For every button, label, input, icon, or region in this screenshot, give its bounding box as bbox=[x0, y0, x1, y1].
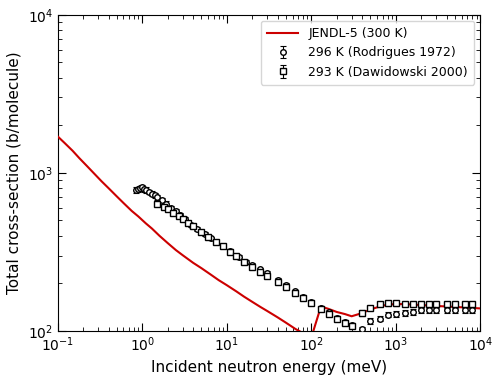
JENDL-5 (300 K) bbox=[300, 331, 306, 335]
JENDL-5 (300 K) bbox=[156, 233, 162, 238]
JENDL-5 (300 K) bbox=[54, 134, 60, 139]
JENDL-5 (300 K) bbox=[433, 304, 439, 308]
JENDL-5 (300 K) bbox=[292, 327, 298, 331]
JENDL-5 (300 K) bbox=[326, 307, 332, 311]
Line: JENDL-5 (300 K): JENDL-5 (300 K) bbox=[58, 136, 480, 338]
JENDL-5 (300 K) bbox=[308, 335, 314, 340]
Legend: JENDL-5 (300 K), 296 K (Rodrigues 1972), 293 K (Dawidowski 2000): JENDL-5 (300 K), 296 K (Rodrigues 1972),… bbox=[261, 21, 474, 85]
X-axis label: Incident neutron energy (meV): Incident neutron energy (meV) bbox=[151, 360, 387, 375]
JENDL-5 (300 K) bbox=[384, 302, 390, 307]
Y-axis label: Total cross-section (b/molecule): Total cross-section (b/molecule) bbox=[7, 52, 22, 294]
JENDL-5 (300 K) bbox=[478, 306, 484, 311]
